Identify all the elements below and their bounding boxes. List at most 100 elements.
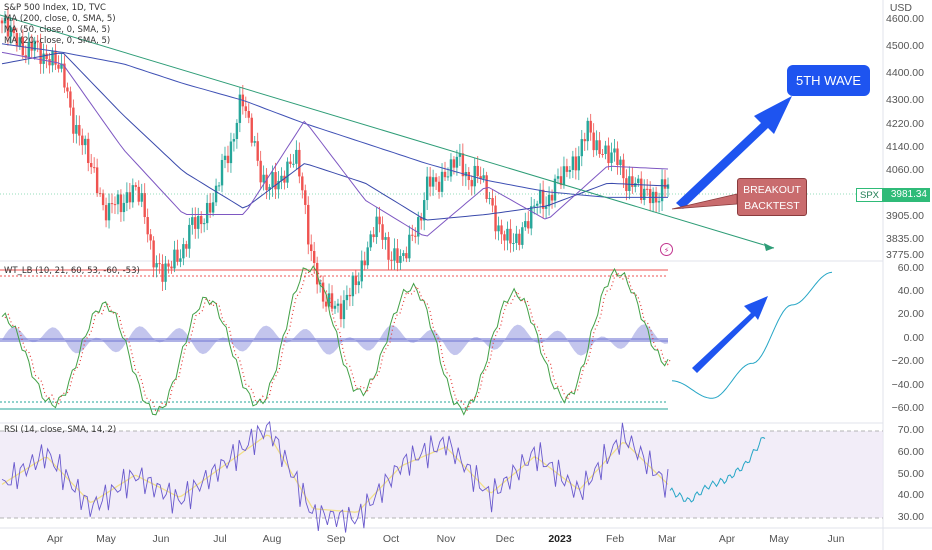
candle-body: [324, 301, 328, 307]
candle-body: [191, 217, 194, 225]
candle-body: [42, 53, 45, 64]
time-axis-label: Mar: [657, 533, 677, 545]
candle-body: [559, 176, 563, 186]
candle-body: [81, 135, 84, 146]
candle-body: [208, 202, 212, 213]
wt-histogram: [2, 324, 668, 356]
time-axis-label: Sep: [326, 533, 346, 545]
candle-body: [547, 194, 551, 207]
candle-body: [312, 250, 316, 263]
candle-body: [369, 234, 372, 248]
candle-body: [550, 194, 554, 201]
candle-body: [518, 233, 521, 245]
candle-body: [470, 180, 473, 187]
candle-body: [179, 258, 182, 262]
candle-body: [607, 145, 610, 164]
candle-body: [562, 166, 566, 186]
rsi-axis-label: 40.00: [897, 489, 924, 501]
fifth-wave-label[interactable]: 5TH WAVE: [787, 65, 870, 96]
price-axis-label: 3775.00: [886, 249, 924, 261]
candle-body: [351, 275, 355, 297]
candle-body: [577, 156, 581, 171]
candle-body: [571, 156, 575, 170]
ma-line: [1, 43, 668, 198]
candle-body: [544, 206, 548, 209]
candle-body: [506, 228, 509, 241]
chart-legend: S&P 500 Index, 1D, TVC MA (200, close, 0…: [4, 3, 116, 47]
candle-body: [619, 159, 622, 166]
candle-body: [45, 53, 48, 60]
candle-body: [217, 185, 221, 187]
candle-body: [452, 159, 456, 168]
candle-body: [473, 165, 476, 187]
candle-body: [595, 140, 598, 151]
candle-body: [274, 172, 277, 190]
candle-body: [527, 221, 530, 229]
price-axis-label: 3905.00: [886, 210, 924, 222]
candle-body: [467, 172, 470, 181]
candle-body: [202, 223, 206, 225]
candle-body: [200, 216, 203, 225]
candle-body: [259, 160, 262, 183]
candle-body: [402, 253, 405, 256]
candle-body: [262, 174, 265, 183]
candle-body: [75, 124, 78, 134]
candle-body: [289, 161, 292, 164]
candle-body: [417, 217, 420, 237]
candle-body: [378, 216, 381, 225]
price-axis-label: 4300.00: [886, 94, 924, 106]
candle-body: [280, 175, 283, 181]
last-price-tag: 3981.34: [881, 188, 930, 202]
time-axis-label: Jun: [827, 533, 845, 545]
candle-body: [161, 264, 164, 282]
candle-body: [431, 177, 435, 187]
candle-body: [149, 234, 152, 241]
candle-body: [143, 193, 146, 218]
candle-body: [3, 17, 7, 24]
candle-body: [387, 237, 390, 260]
breakout-backtest-label[interactable]: BREAKOUT BACKTEST: [737, 178, 807, 216]
candle-body: [182, 244, 185, 259]
candle-body: [268, 186, 271, 190]
wt-pane-label: WT_LB (10, 21, 60, 53, -60, -53): [4, 266, 140, 276]
candle-body: [244, 106, 248, 112]
legend-title: S&P 500 Index, 1D, TVC: [4, 3, 106, 13]
candle-body: [345, 294, 349, 301]
candle-body: [84, 138, 87, 146]
rsi-pane-label: RSI (14, close, SMA, 14, 2): [4, 425, 117, 435]
candle-body: [226, 155, 230, 164]
time-axis-label: Apr: [718, 533, 736, 545]
candle-body: [36, 40, 39, 43]
candle-body: [553, 178, 557, 201]
rsi-projection-line: [669, 436, 766, 503]
candle-body: [113, 204, 117, 206]
candle-body: [610, 152, 613, 164]
candle-body: [360, 260, 363, 282]
candle-body: [57, 64, 60, 69]
candle-body: [327, 293, 331, 307]
lightning-icon[interactable]: ⚡: [660, 243, 673, 256]
candle-body: [265, 174, 268, 190]
candle-body: [390, 259, 393, 261]
candle-body: [434, 177, 438, 182]
candle-body: [220, 159, 224, 186]
rsi-axis-label: 30.00: [897, 511, 924, 523]
candle-body: [66, 87, 69, 92]
candle-body: [628, 176, 631, 192]
candle-body: [589, 120, 592, 133]
legend-ma20: MA (20, close, 0, SMA, 5): [4, 36, 111, 46]
candle-body: [21, 37, 25, 56]
candle-body: [357, 281, 360, 286]
price-axis-label: 4500.00: [886, 40, 924, 52]
time-axis-label: May: [96, 533, 116, 545]
candle-body: [521, 227, 524, 245]
candle-body: [494, 205, 497, 232]
candle-body: [286, 161, 289, 183]
candle-body: [393, 248, 396, 261]
time-axis-label: Apr: [46, 533, 64, 545]
candle-body: [152, 240, 155, 268]
candle-body: [604, 145, 607, 155]
candle-body: [601, 153, 604, 155]
price-axis-label: 4140.00: [886, 141, 924, 153]
